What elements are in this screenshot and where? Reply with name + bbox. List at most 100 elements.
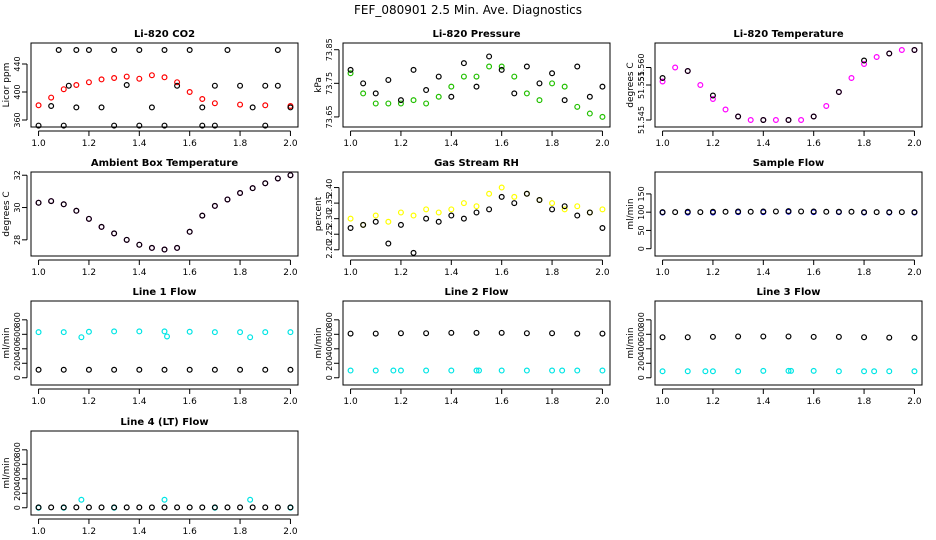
x-tick-label: 1.6: [183, 527, 198, 537]
data-point: [372, 330, 379, 337]
data-point: [211, 122, 218, 129]
x-tick-label: 2.0: [595, 268, 610, 278]
data-point: [848, 208, 855, 215]
data-point: [48, 94, 55, 101]
data-point: [861, 334, 868, 341]
data-point: [161, 328, 168, 335]
series-overlay: [347, 53, 606, 104]
y-tick-label: 0: [13, 505, 22, 510]
data-point: [498, 66, 505, 73]
x-tick-label: 1.0: [31, 527, 46, 537]
data-point: [861, 60, 868, 67]
data-point: [199, 104, 206, 111]
data-point: [722, 106, 729, 113]
y-axis-label: degrees C: [2, 191, 12, 236]
x-tick-label: 1.2: [394, 397, 408, 407]
data-point: [35, 366, 42, 373]
x-tick-label: 1.4: [756, 268, 771, 278]
x-tick-label: 1.6: [807, 139, 822, 149]
data-point: [873, 53, 880, 60]
y-tick-label: 400: [325, 341, 334, 356]
x-tick-label: 1.0: [31, 397, 46, 407]
series-line-3-flow: [659, 367, 918, 375]
data-point: [473, 329, 480, 336]
x-tick-label: 1.2: [82, 527, 96, 537]
data-point: [536, 197, 543, 204]
data-point: [186, 504, 193, 511]
data-point: [536, 97, 543, 104]
data-point: [473, 73, 480, 80]
y-tick-label: 2.20: [325, 241, 334, 259]
data-point: [111, 122, 118, 129]
data-point: [435, 218, 442, 225]
data-point: [448, 93, 455, 100]
data-point: [823, 102, 830, 109]
series-overlay: [347, 190, 606, 256]
data-point: [498, 184, 505, 191]
y-axis-label: degrees C: [626, 62, 636, 107]
data-point: [448, 83, 455, 90]
data-point: [111, 504, 118, 511]
data-point: [498, 63, 505, 70]
data-point: [60, 86, 67, 93]
data-point: [274, 175, 281, 182]
x-tick-label: 1.8: [857, 139, 872, 149]
data-point: [186, 88, 193, 95]
y-tick-label: 30: [13, 202, 22, 212]
y-tick-label: 2.30: [325, 210, 334, 228]
x-tick-label: 1.2: [82, 268, 96, 278]
data-point: [599, 367, 606, 374]
data-point: [211, 100, 218, 107]
x-tick-label: 1.8: [233, 268, 248, 278]
data-point: [161, 74, 168, 81]
data-point: [523, 190, 530, 197]
data-point: [898, 209, 905, 216]
data-point: [760, 367, 767, 374]
y-axis-label: Licor ppm: [2, 63, 12, 108]
data-point: [410, 212, 417, 219]
data-point: [760, 208, 767, 215]
data-point: [161, 246, 168, 253]
data-point: [48, 504, 55, 511]
data-point: [861, 209, 868, 216]
data-point: [835, 208, 842, 215]
data-point: [684, 334, 691, 341]
data-point: [123, 73, 130, 80]
chart-title: Gas Stream RH: [434, 158, 519, 169]
data-point: [684, 67, 691, 74]
chart-title: Li-820 Pressure: [432, 29, 520, 40]
data-point: [148, 104, 155, 111]
data-point: [224, 46, 231, 53]
data-point: [199, 122, 206, 129]
data-point: [823, 208, 830, 215]
x-tick-label: 1.0: [343, 139, 358, 149]
data-point: [486, 190, 493, 197]
data-point: [549, 206, 556, 213]
data-point: [161, 46, 168, 53]
data-point: [747, 208, 754, 215]
data-point: [73, 504, 80, 511]
data-point: [237, 366, 244, 373]
y-tick-label: 200: [325, 356, 334, 371]
y-tick-label: 51.560: [637, 54, 646, 82]
data-point: [448, 206, 455, 213]
data-point: [237, 329, 244, 336]
data-point: [247, 334, 254, 341]
data-point: [498, 329, 505, 336]
y-axis-label: ml/min: [2, 327, 12, 358]
data-point: [599, 83, 606, 90]
x-tick-label: 1.0: [31, 268, 46, 278]
data-point: [35, 199, 42, 206]
data-point: [199, 212, 206, 219]
data-point: [486, 63, 493, 70]
data-point: [249, 185, 256, 192]
data-point: [372, 100, 379, 107]
data-point: [473, 83, 480, 90]
data-point: [835, 88, 842, 95]
series-line-2-flow: [347, 367, 606, 374]
plot-frame: [654, 171, 923, 257]
data-point: [98, 223, 105, 230]
series-line-1-flow: [35, 328, 294, 341]
data-point: [186, 366, 193, 373]
data-point: [599, 206, 606, 213]
